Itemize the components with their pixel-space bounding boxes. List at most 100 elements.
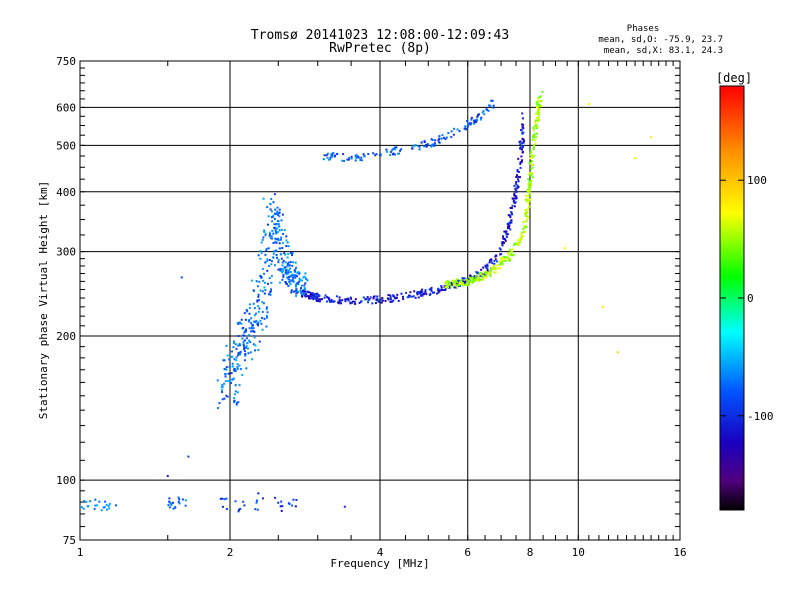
data-point [490, 258, 493, 261]
data-point [326, 156, 329, 159]
data-point [425, 144, 428, 147]
data-point [242, 341, 245, 344]
data-point [224, 380, 227, 383]
data-point [304, 290, 307, 293]
data-point [499, 266, 502, 269]
data-point [389, 294, 392, 297]
data-point [363, 155, 366, 158]
data-point [238, 342, 241, 345]
y-tick-label: 200 [56, 330, 76, 343]
data-point [527, 194, 530, 197]
data-point [501, 235, 504, 238]
data-point [532, 127, 535, 130]
data-point [505, 233, 508, 236]
data-point [264, 261, 267, 264]
data-point [475, 118, 478, 121]
data-point [283, 229, 286, 232]
data-point [237, 335, 240, 338]
data-point [276, 231, 279, 234]
data-point [262, 197, 265, 200]
data-point [177, 500, 180, 503]
data-point [263, 286, 266, 289]
data-point [225, 344, 228, 347]
data-point [514, 194, 517, 197]
data-point [488, 261, 491, 264]
data-point [464, 128, 467, 131]
data-point [227, 380, 230, 383]
data-point [216, 379, 219, 382]
data-point [304, 277, 307, 280]
data-point [504, 239, 507, 242]
data-point [254, 508, 257, 511]
data-point [234, 343, 237, 346]
data-point [283, 266, 286, 269]
data-point [462, 284, 465, 287]
data-point [350, 301, 353, 304]
data-point [420, 141, 423, 144]
data-point [517, 175, 520, 178]
data-point [530, 179, 533, 182]
data-point [519, 140, 522, 143]
data-point [293, 274, 296, 277]
data-point [263, 292, 266, 295]
data-point [437, 288, 440, 291]
data-point [511, 254, 514, 257]
data-point [521, 231, 524, 234]
data-point [281, 264, 284, 267]
data-point [317, 298, 320, 301]
data-point [259, 257, 262, 260]
data-point [275, 212, 278, 215]
data-point [447, 281, 450, 284]
data-point [486, 273, 489, 276]
data-point [468, 276, 471, 279]
data-point [272, 214, 275, 217]
data-point [255, 280, 258, 283]
data-point [282, 241, 285, 244]
data-point [289, 274, 292, 277]
data-point [266, 311, 269, 314]
data-point [291, 504, 294, 507]
data-point [258, 280, 261, 283]
data-point [253, 314, 256, 317]
data-point [338, 296, 341, 299]
data-point [466, 125, 469, 128]
data-point [281, 270, 284, 273]
data-point [98, 500, 101, 503]
data-point [464, 125, 467, 128]
data-point [519, 143, 522, 146]
data-point [290, 289, 293, 292]
data-point [350, 297, 353, 300]
data-point [507, 214, 510, 217]
data-point [419, 291, 422, 294]
data-point [476, 115, 479, 118]
data-point [184, 499, 187, 502]
data-point [268, 277, 271, 280]
data-point [421, 288, 424, 291]
data-point [274, 240, 277, 243]
data-point [397, 152, 400, 155]
data-point [434, 139, 437, 142]
data-point [263, 281, 266, 284]
data-point [284, 271, 287, 274]
data-point [529, 157, 532, 160]
data-point [449, 284, 452, 287]
data-point [187, 455, 190, 458]
data-point [491, 268, 494, 271]
data-point [531, 138, 534, 141]
data-point [242, 500, 245, 503]
data-point [288, 264, 291, 267]
data-point [463, 127, 466, 130]
data-point [498, 263, 501, 266]
data-point [444, 289, 447, 292]
data-point [311, 297, 314, 300]
data-point [233, 397, 236, 400]
data-point [412, 295, 415, 298]
data-point [411, 295, 414, 298]
data-point [347, 158, 350, 161]
data-point [256, 285, 259, 288]
data-point [416, 293, 419, 296]
data-point [367, 153, 370, 156]
data-point [85, 500, 88, 503]
data-point [513, 192, 516, 195]
data-point [265, 247, 268, 250]
